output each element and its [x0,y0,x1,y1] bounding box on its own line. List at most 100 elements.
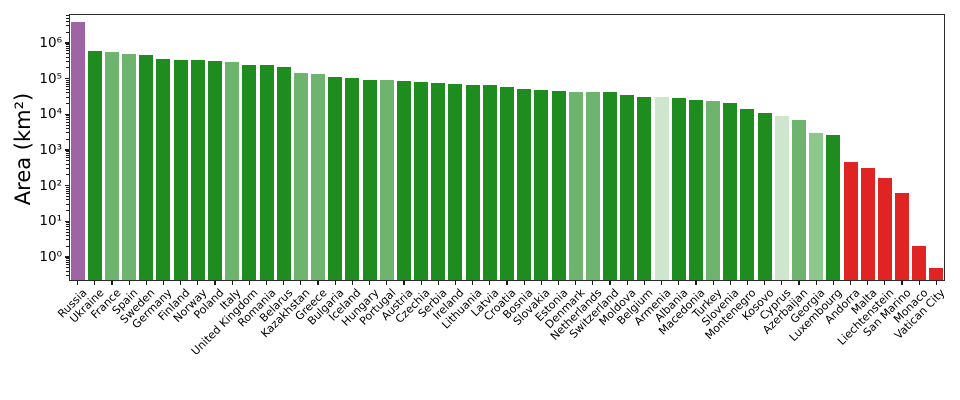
bar-kazakhstan [293,72,308,280]
x-tick [94,281,96,285]
y-tick [64,256,69,258]
x-tick [128,281,130,285]
y-minor-tick [66,151,69,153]
y-minor-tick [66,121,69,123]
y-minor-tick [66,44,69,46]
bar-finland [173,59,188,280]
y-tick [64,185,69,187]
y-tick-label: 10⁴ [39,106,62,123]
y-minor-tick [66,155,69,156]
x-tick [575,281,577,285]
bar-denmark [568,91,583,280]
x-tick [231,281,233,285]
bar-russia [70,21,85,280]
bar-azerbaijan [792,119,806,280]
y-minor-tick [66,48,69,49]
y-minor-tick [66,21,69,22]
y-tick [64,220,69,222]
x-tick [557,281,560,285]
bar-georgia [809,132,824,280]
y-minor-tick [66,81,69,83]
bar-netherlands [585,92,600,280]
bar-germany [156,58,171,280]
x-tick [660,281,663,285]
bar-poland [208,60,222,280]
y-minor-tick [66,50,69,52]
y-minor-tick [66,231,69,233]
bar-sweden [139,55,154,280]
x-tick [815,281,817,285]
x-tick [162,281,165,285]
x-tick [626,281,628,285]
x-tick [351,281,353,285]
x-tick [197,281,199,285]
y-minor-tick [66,226,69,228]
bar-latvia [482,85,497,280]
x-tick [798,281,800,285]
y-minor-tick [66,157,69,159]
x-tick [678,281,680,285]
y-minor-tick [66,152,69,154]
x-tick [901,281,903,285]
y-minor-tick [66,163,69,165]
x-tick [334,281,336,285]
y-minor-tick [66,138,69,140]
x-tick [592,281,594,285]
y-minor-tick [66,186,69,188]
bar-portugal [379,79,394,280]
bar-san-marino [895,193,910,280]
bar-france [104,52,119,280]
x-tick [437,281,439,285]
y-minor-tick [66,259,69,261]
y-minor-tick [66,115,69,117]
bar-andorra [843,161,858,280]
bar-kosovo [757,113,772,280]
y-minor-tick [66,83,69,85]
bar-lithuania [465,85,480,280]
x-tick [454,281,457,285]
x-tick [540,281,542,285]
bar-hungary [362,79,377,280]
x-tick [386,281,388,285]
bar-norway [190,60,205,280]
x-tick [506,281,508,285]
y-minor-tick [66,195,69,197]
bar-monaco [912,246,927,280]
x-tick [695,281,697,285]
x-tick [643,281,645,285]
x-tick [403,281,405,285]
bar-ireland [448,84,463,280]
y-minor-tick [66,188,69,190]
y-minor-tick [66,193,69,195]
x-tick [214,281,216,285]
y-minor-tick [66,199,69,201]
bar-switzerland [603,92,618,280]
bar-albania [671,97,686,280]
bar-liechtenstein [877,178,892,280]
bar-united-kingdom [242,64,257,280]
y-minor-tick [66,17,69,19]
bar-estonia [551,90,566,280]
y-minor-tick [66,275,69,277]
bar-vatican-city [929,268,944,280]
y-tick-label: 10² [39,177,62,194]
x-tick [489,281,491,285]
y-tick [64,149,69,151]
bar-croatia [500,87,514,280]
x-tick [317,281,319,285]
y-minor-tick [66,14,69,16]
y-minor-tick [66,117,69,119]
x-tick [180,281,182,285]
x-tick [368,281,371,285]
y-minor-tick [66,203,69,205]
y-minor-tick [66,132,69,134]
bar-spain [122,53,137,280]
y-tick-label: 10⁰ [39,249,62,265]
y-minor-tick [66,190,69,192]
y-tick [64,42,69,44]
bar-czechia [414,82,429,280]
y-tick [64,113,69,115]
bar-italy [225,61,240,280]
bar-malta [860,167,875,280]
x-tick [76,281,79,285]
